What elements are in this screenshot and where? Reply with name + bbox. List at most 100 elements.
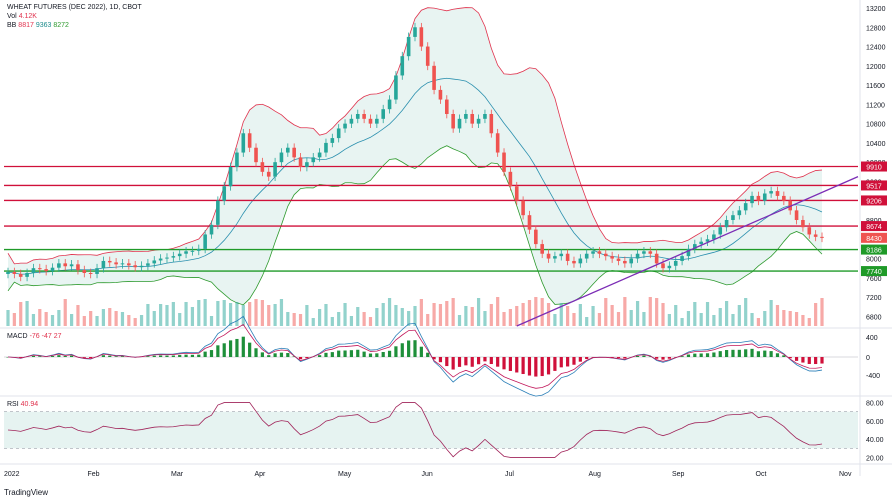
candle-body [88, 273, 93, 274]
candle-body [18, 273, 23, 277]
level-tag-bg [861, 221, 887, 232]
volume-bar [546, 303, 551, 326]
candle-body [451, 114, 455, 129]
macd-histogram-bar [184, 354, 188, 357]
candle-body [750, 195, 754, 204]
level-tag-8674: 8674 [866, 224, 882, 231]
volume-bar [267, 305, 271, 326]
macd-histogram-bar [38, 356, 42, 357]
price-tick-label: 6800 [866, 314, 882, 321]
volume-legend: Vol 4.12K [7, 13, 37, 20]
volume-bar [801, 315, 805, 326]
candle-body [762, 193, 767, 201]
candle-body [298, 157, 303, 167]
macd-signal-line [7, 323, 823, 389]
candle-body [158, 258, 163, 261]
volume-bar [356, 307, 360, 326]
price-tick-label: 10400 [866, 141, 886, 148]
macd-histogram-bar [197, 354, 201, 357]
bollinger-basis-line [7, 77, 823, 275]
macd-histogram-bar [209, 350, 214, 357]
macd-histogram-bar [642, 355, 646, 357]
volume-bar [89, 311, 93, 326]
volume-bar [451, 298, 455, 326]
macd-histogram-bar [368, 353, 373, 357]
volume-bar [190, 307, 195, 326]
volume-bar [788, 311, 792, 326]
candle-body [635, 253, 640, 259]
volume-bar [527, 300, 532, 326]
bollinger-legend: BB 8817 9363 8272 [7, 22, 69, 29]
candle-body [508, 171, 513, 187]
volume-bar [82, 316, 86, 326]
volume-bar [394, 305, 398, 326]
volume-bar [120, 312, 125, 326]
macd-histogram-bar [476, 357, 481, 365]
macd-histogram-bar [616, 357, 621, 358]
macd-histogram-bar [216, 345, 220, 357]
level-tag-9517: 9517 [866, 183, 882, 190]
macd-histogram-bar [655, 357, 659, 359]
macd-histogram-bar [712, 352, 716, 357]
macd-histogram-bar [57, 355, 61, 357]
macd-histogram-bar [381, 352, 385, 357]
volume-bar [648, 297, 652, 326]
volume-bar [216, 301, 220, 326]
candle-body [788, 200, 793, 211]
candle-body [546, 253, 551, 259]
time-tick-label: 2022 [4, 471, 20, 478]
time-tick-label: Nov [839, 471, 852, 478]
candle-body [44, 269, 48, 272]
level-tag-bg [861, 180, 887, 191]
volume-bar [814, 303, 818, 326]
volume-bar [279, 299, 284, 326]
macd-histogram-bar [623, 357, 627, 359]
macd-histogram-bar [159, 355, 163, 357]
candle-body [375, 118, 379, 124]
candle-body [578, 258, 583, 264]
macd-histogram-bar [89, 357, 93, 359]
volume-bar [298, 314, 303, 326]
candle-body [120, 263, 125, 265]
candle-body [489, 114, 494, 134]
volume-bar [763, 311, 767, 326]
candle-body [565, 253, 570, 261]
level-tag-9206: 9206 [866, 198, 882, 205]
candle-body [209, 224, 214, 235]
candle-body [177, 253, 182, 257]
macd-histogram-bar [203, 351, 207, 357]
volume-bar [330, 317, 334, 326]
volume-bar [642, 312, 646, 326]
volume-bar [820, 298, 824, 326]
candle-body [152, 260, 157, 264]
candle-body [69, 264, 74, 267]
macd-histogram-bar [680, 356, 684, 357]
macd-histogram-bar [222, 343, 226, 357]
candle-body [133, 265, 137, 268]
level-tag-9910: 9910 [866, 165, 882, 172]
macd-histogram-bar [464, 357, 468, 366]
macd-histogram-bar [559, 357, 563, 368]
volume-bar [635, 301, 640, 326]
volume-bar [114, 311, 118, 326]
candle-body [413, 27, 417, 37]
candle-body [305, 162, 309, 167]
candle-body [514, 186, 519, 201]
macd-histogram-bar [432, 357, 436, 360]
macd-histogram-bar [362, 351, 366, 357]
level-tag-bg [861, 161, 887, 172]
volume-bar [95, 316, 99, 326]
candle-body [642, 251, 646, 254]
volume-bar [368, 317, 373, 326]
volume-bar [629, 310, 633, 326]
candle-body [769, 191, 773, 194]
macd-histogram-bar [521, 357, 525, 375]
volume-bar [387, 298, 392, 326]
macd-histogram-bar [534, 357, 538, 377]
candle-body [216, 200, 220, 225]
macd-histogram-bar [788, 357, 792, 359]
candle-body [196, 248, 201, 251]
candle-body [483, 114, 487, 119]
candle-body [50, 267, 55, 272]
